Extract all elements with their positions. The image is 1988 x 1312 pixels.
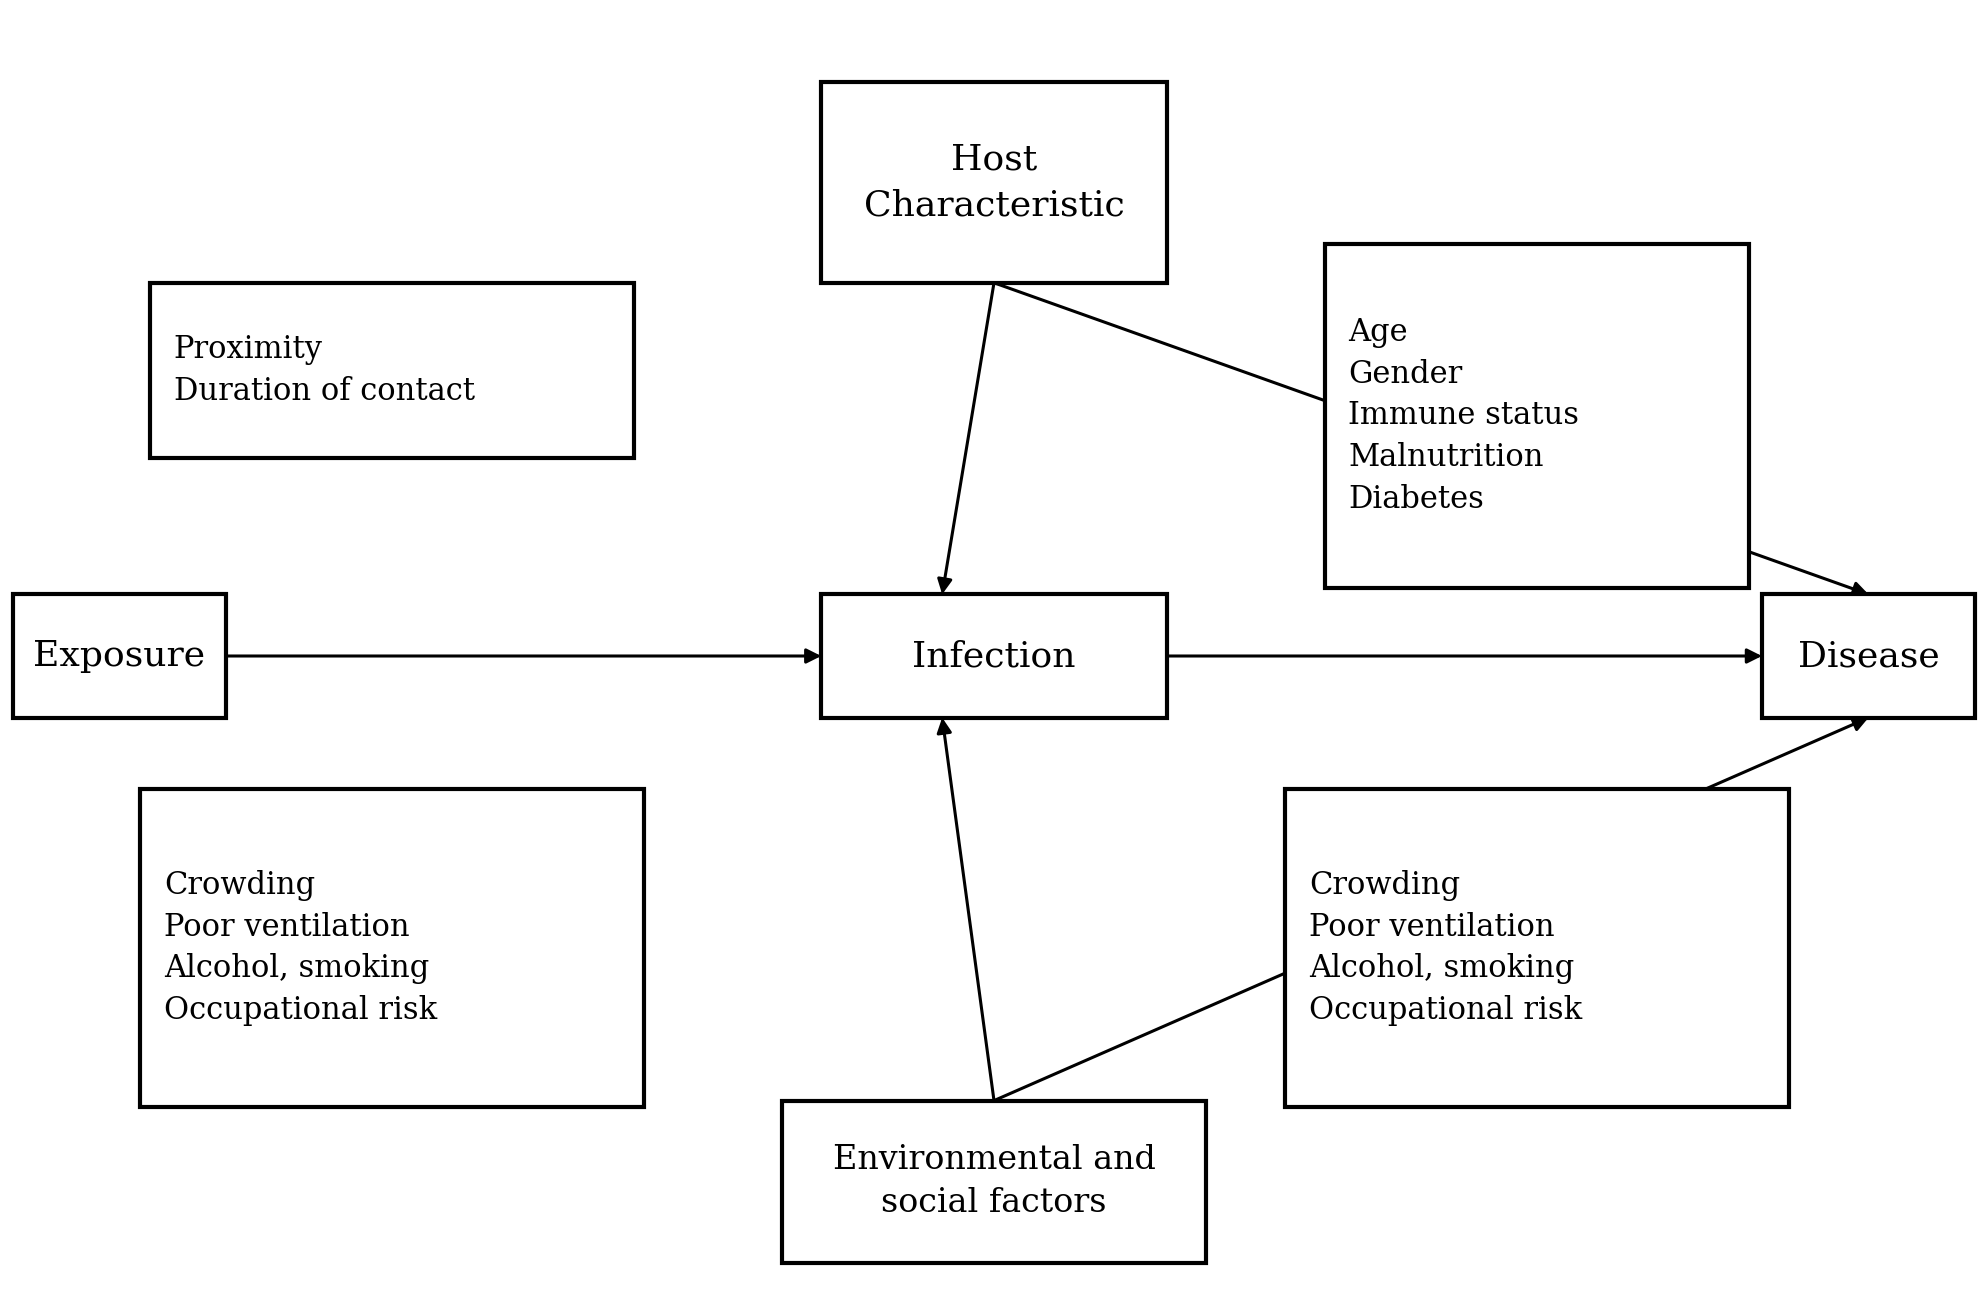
FancyBboxPatch shape [821, 81, 1167, 283]
Text: Infection: Infection [912, 639, 1076, 673]
Text: Crowding
Poor ventilation
Alcohol, smoking
Occupational risk: Crowding Poor ventilation Alcohol, smoki… [163, 870, 437, 1026]
Text: Environmental and
social factors: Environmental and social factors [833, 1144, 1155, 1219]
FancyBboxPatch shape [12, 594, 227, 718]
FancyBboxPatch shape [1761, 594, 1976, 718]
Text: Disease: Disease [1797, 639, 1940, 673]
Text: Crowding
Poor ventilation
Alcohol, smoking
Occupational risk: Crowding Poor ventilation Alcohol, smoki… [1308, 870, 1582, 1026]
FancyBboxPatch shape [149, 283, 634, 458]
FancyBboxPatch shape [821, 594, 1167, 718]
FancyBboxPatch shape [781, 1101, 1207, 1263]
FancyBboxPatch shape [1284, 789, 1789, 1107]
FancyBboxPatch shape [1324, 244, 1749, 588]
FancyBboxPatch shape [141, 789, 644, 1107]
Text: Proximity
Duration of contact: Proximity Duration of contact [173, 335, 475, 407]
Text: Age
Gender
Immune status
Malnutrition
Diabetes: Age Gender Immune status Malnutrition Di… [1348, 316, 1578, 514]
Text: Exposure: Exposure [34, 639, 205, 673]
Text: Host
Characteristic: Host Characteristic [863, 142, 1125, 222]
